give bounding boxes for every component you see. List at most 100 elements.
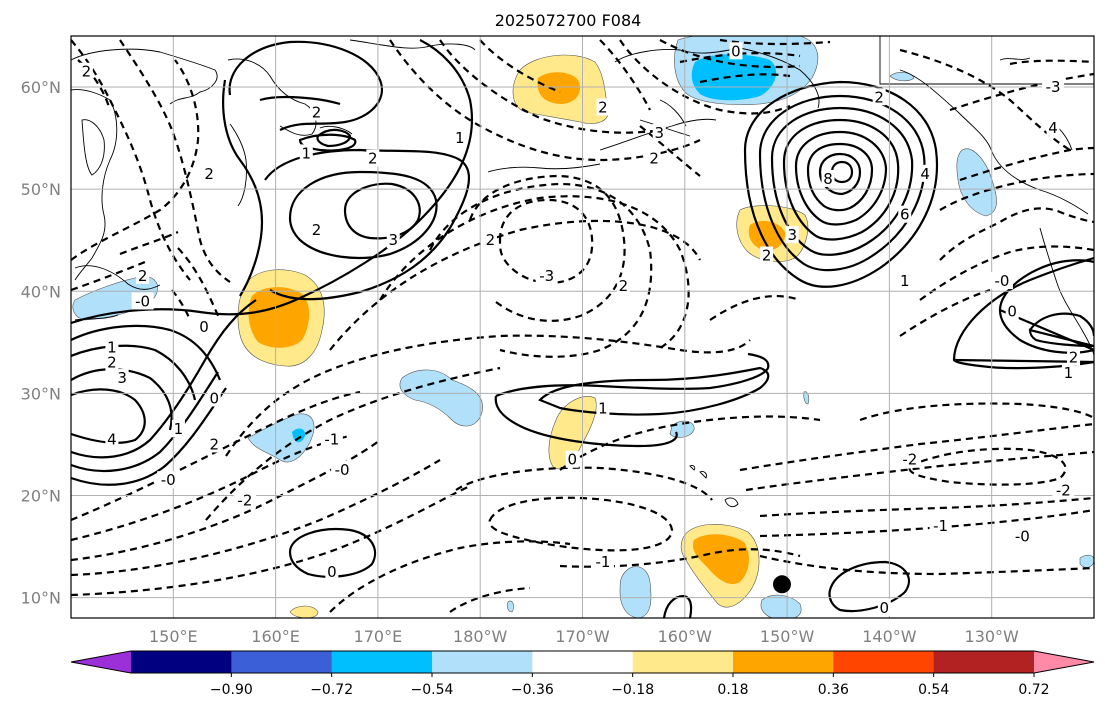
contour-label-bg — [1067, 348, 1081, 366]
contour-label: 2 — [649, 150, 659, 168]
contour-label: 1 — [455, 129, 465, 147]
colorbar-tick-label: 0.54 — [918, 682, 949, 698]
contour-negative — [455, 466, 713, 501]
contour-label: 2 — [762, 247, 772, 265]
colorbar-tick-label: −0.18 — [611, 682, 654, 698]
contour-label-bg — [105, 430, 119, 448]
contour-label: 4 — [107, 430, 117, 448]
colorbar-extend-min — [71, 651, 131, 673]
contour-negative — [939, 207, 1094, 261]
contour-label-bg — [647, 149, 661, 167]
contour-label: 1 — [598, 400, 608, 418]
contour-label: -2 — [902, 451, 917, 469]
colorbar-tick-label: −0.36 — [511, 682, 554, 698]
contour-positive — [806, 142, 874, 212]
contour-label: 2 — [82, 63, 92, 81]
contour-label: 1 — [174, 420, 184, 438]
lat-tick-label: 20°N — [21, 486, 61, 505]
contour-label-bg — [596, 98, 610, 116]
contour-label: -3 — [539, 267, 554, 285]
negative-anomaly-region — [803, 391, 810, 405]
colorbar-swatch — [632, 651, 734, 673]
contour-label-bg — [105, 353, 119, 371]
negative-anomaly-region — [956, 148, 997, 217]
contour-label-bg — [197, 318, 211, 335]
contour-label-bg — [325, 563, 339, 581]
contour-label: 2 — [209, 435, 219, 453]
contour-label-bg — [207, 389, 221, 407]
contour-label: 1 — [900, 272, 910, 290]
positive-contours — [71, 39, 1094, 618]
contour-negative — [919, 245, 1094, 301]
contour-label: -0 — [994, 272, 1009, 290]
contour-negative — [439, 39, 661, 134]
contour-label: 1 — [107, 338, 117, 356]
contour-label: 2 — [619, 277, 629, 295]
colorbar-swatch — [933, 651, 1035, 673]
contour-negative — [71, 390, 361, 522]
contour-positive — [71, 324, 222, 381]
contour-negative — [449, 586, 531, 613]
negative-anomaly-region — [760, 594, 802, 618]
contour-positive — [828, 560, 910, 613]
contour-negative — [759, 554, 1094, 576]
contour-label-bg — [157, 471, 180, 489]
contour-label: 4 — [1048, 119, 1058, 137]
contour-label: 2 — [204, 165, 214, 183]
colorbar-swatch — [833, 651, 935, 673]
contour-label-bg — [310, 221, 324, 238]
contour-negative — [759, 496, 1094, 518]
contour-label: 0 — [327, 563, 337, 581]
lon-tick-label: 170°E — [354, 627, 403, 646]
contour-positive — [316, 128, 352, 148]
contour-negative — [559, 415, 821, 471]
contour-label: -1 — [933, 517, 948, 535]
contour-negative — [859, 402, 1094, 422]
colorbar-swatch — [432, 651, 533, 673]
contour-negative — [225, 334, 751, 457]
contour-label: -0 — [335, 461, 350, 479]
contour-label-bg — [1005, 302, 1019, 320]
contour-label-bg — [1061, 363, 1075, 381]
contour-positive — [288, 170, 438, 260]
contour-positive — [71, 299, 257, 459]
positive-anomaly-region — [289, 605, 319, 618]
contour-negative — [71, 485, 471, 597]
negative-anomaly-region — [1079, 554, 1094, 568]
contour-negative — [1009, 59, 1094, 66]
contour-label-bg — [453, 129, 467, 147]
contour-negative — [71, 260, 146, 292]
contour-label: 3 — [117, 369, 127, 387]
contour-label-bg — [785, 226, 799, 244]
contour-negative — [468, 174, 626, 322]
contour-label: 2 — [368, 150, 378, 168]
contour-label-bg — [616, 277, 630, 295]
contour-label-bg — [310, 103, 324, 121]
contour-label-bg — [596, 399, 610, 417]
contour-positive — [71, 388, 146, 444]
contour-negative — [899, 288, 991, 337]
contour-label-bg — [233, 491, 256, 509]
contour-label: -2 — [1056, 481, 1071, 499]
contour-label-bg — [872, 88, 886, 106]
lat-tick-label: 10°N — [21, 589, 61, 608]
contour-negative — [119, 230, 179, 256]
negative-anomaly-region — [506, 600, 514, 613]
colorbar: −0.90 −0.72 −0.54 −0.36 −0.18 0.18 0.36 0.54 0.7… — [70, 650, 1095, 698]
contour-positive — [71, 371, 219, 473]
contour-label-bg — [877, 598, 891, 616]
contour-label: 1 — [1064, 364, 1074, 382]
contour-label-bg — [1042, 78, 1065, 96]
positive-anomaly-core — [248, 287, 310, 348]
colorbar-swatch — [331, 651, 433, 673]
colorbar-tick-label: 0.72 — [1018, 682, 1049, 698]
contour-label-bg — [565, 450, 579, 468]
contour-negative — [619, 39, 791, 115]
colorbar-swatch — [733, 651, 834, 673]
contour-label: 3 — [388, 231, 398, 249]
contour-negative — [329, 219, 701, 351]
contour-label-bg — [898, 272, 912, 290]
contour-positive — [288, 528, 377, 578]
contour-negative — [498, 198, 594, 284]
contour-label-bg — [591, 552, 614, 570]
